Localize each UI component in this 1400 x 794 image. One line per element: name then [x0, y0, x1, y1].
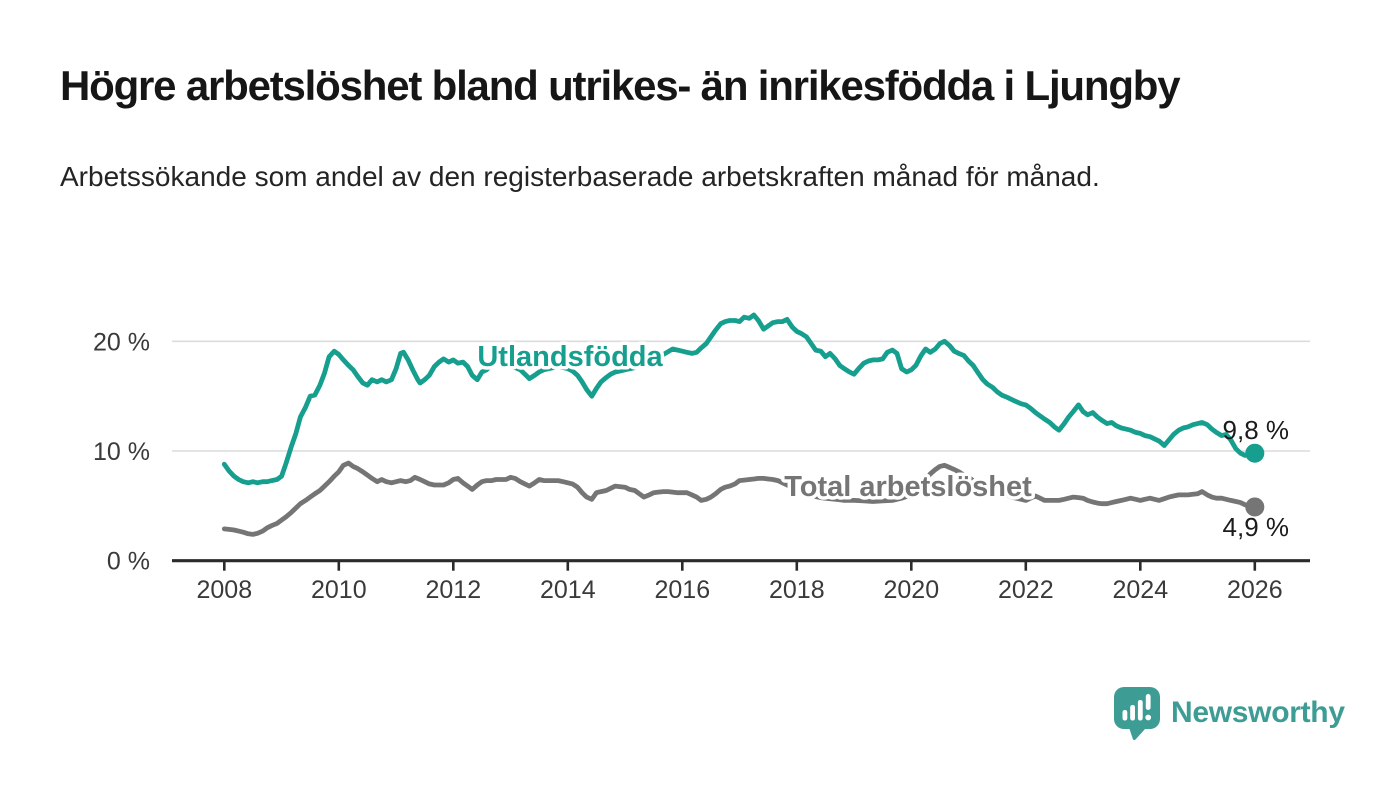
x-tick-label: 2008 — [196, 576, 252, 604]
x-tick-label: 2022 — [998, 576, 1054, 604]
end-value-label-utlandsf-dda: 9,8 % — [1223, 415, 1290, 445]
series-line-utlandsf-dda — [221, 312, 1258, 486]
x-tick-label: 2026 — [1227, 576, 1283, 604]
x-tick-label: 2018 — [769, 576, 825, 604]
series-label-utlandsf-dda: Utlandsfödda — [477, 341, 663, 373]
series-end-dot-total-arbetsl-shet — [1245, 497, 1265, 517]
series-label-total-arbetsl-shet: Total arbetslöshet — [784, 471, 1032, 503]
bar-chart-speech-bubble-icon — [1114, 687, 1160, 740]
x-tick-label: 2024 — [1112, 576, 1168, 604]
newsworthy-logo: Newsworthy — [1113, 686, 1345, 740]
x-tick-label: 2016 — [654, 576, 710, 604]
series-end-dot-utlandsf-dda — [1245, 443, 1265, 463]
newsworthy-logo-text: Newsworthy — [1171, 696, 1345, 729]
chart-subtitle: Arbetssökande som andel av den registerb… — [60, 161, 1100, 192]
x-tick-label: 2012 — [425, 576, 481, 604]
x-tick-label: 2020 — [883, 576, 939, 604]
y-tick-label: 0 % — [107, 548, 150, 576]
y-tick-label: 10 % — [93, 438, 150, 466]
y-tick-label: 20 % — [93, 328, 150, 356]
x-tick-label: 2010 — [311, 576, 367, 604]
x-tick-label: 2014 — [540, 576, 596, 604]
series-line-total-arbetsl-shet — [221, 460, 1258, 537]
end-value-label-total-arbetsl-shet: 4,9 % — [1223, 512, 1290, 542]
page-title: Högre arbetslöshet bland utrikes- än inr… — [60, 62, 1181, 109]
